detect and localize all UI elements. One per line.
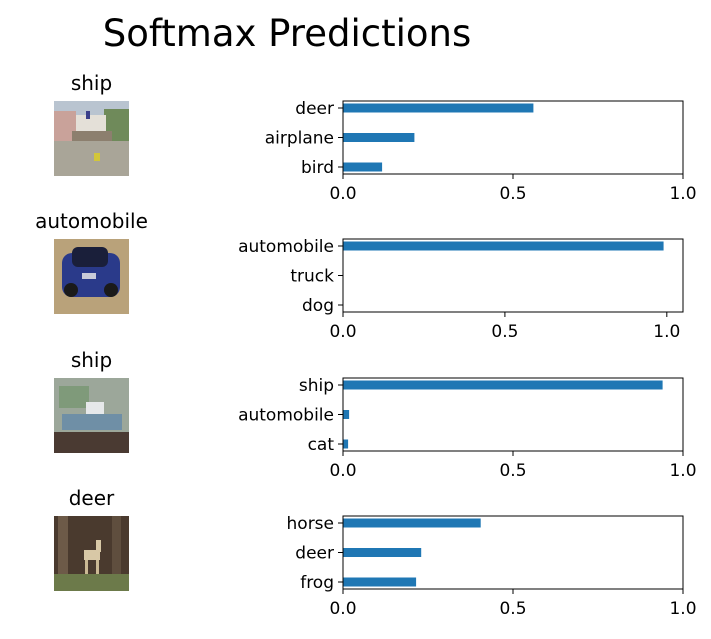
thumb-ground [54,141,129,176]
bar [343,439,349,449]
prediction-row: ship ship automobile cat 0.0 0.5 1.0 [54,348,697,481]
bar [343,133,415,142]
y-tick-label: automobile [238,406,334,426]
image-label: deer [69,486,115,510]
image-thumbnail [54,239,129,314]
y-tick-label: dog [302,296,334,316]
y-tick-label: cat [308,435,335,455]
bar [343,103,534,113]
bar [343,410,350,419]
x-tick-label: 0.0 [329,599,356,619]
thumb-foliage [59,386,89,408]
figure-title: Softmax Predictions [103,12,471,55]
image-label: ship [71,71,112,95]
y-tick-label: horse [287,514,334,534]
x-tick-label: 0.5 [499,184,526,204]
thumb-deer-leg [85,560,88,574]
thumb-water [54,432,129,453]
image-thumbnail [54,516,129,591]
bar [343,241,664,251]
thumb-wheel [64,283,78,297]
y-tick-label: automobile [238,237,334,257]
axes-frame [342,238,684,313]
thumb-trunk [58,516,68,591]
thumb-deer-leg [96,560,99,574]
x-tick-label: 0.5 [491,322,518,342]
x-tick-label: 0.0 [329,322,356,342]
thumb-cabin [86,402,104,414]
bar [343,548,422,557]
y-tick-label: deer [295,544,334,564]
thumb-wheel [104,283,118,297]
image-thumbnail [54,101,129,176]
y-tick-label: ship [299,376,334,396]
y-tick-label: bird [301,158,334,178]
image-thumbnail [54,378,129,453]
thumb-deck [72,131,112,141]
thumb-grille [82,273,96,279]
thumb-hull [62,414,122,430]
bar [343,162,383,172]
prediction-row: deer horse deer frog 0.0 0.5 1.0 [54,486,697,619]
thumb-grass [54,574,129,591]
x-tick-label: 0.5 [499,461,526,481]
thumb-car-roof [72,247,108,267]
x-tick-label: 1.0 [669,461,696,481]
prediction-row: automobile automobile truck dog 0.0 0.5 1.0 [35,209,684,342]
thumb-deer-body [84,550,100,560]
y-tick-label: deer [295,99,334,119]
y-tick-label: truck [290,267,334,287]
image-label: ship [71,348,112,372]
image-label: automobile [35,209,148,233]
x-tick-label: 1.0 [653,322,680,342]
bar [343,518,481,528]
thumb-hull [76,115,106,131]
thumb-deer-neck [96,540,101,552]
thumb-building [54,111,76,141]
x-tick-label: 0.0 [329,184,356,204]
thumb-trunk [112,516,121,591]
bar [343,577,417,587]
thumb-flag [86,111,90,119]
x-tick-label: 0.5 [499,599,526,619]
x-tick-label: 1.0 [669,599,696,619]
y-tick-label: airplane [265,129,334,149]
x-tick-label: 0.0 [329,461,356,481]
x-tick-label: 1.0 [669,184,696,204]
prediction-row: ship deer airplane bird 0.0 0.5 1.0 [54,71,697,204]
y-tick-label: frog [300,573,334,593]
thumb-marker [94,153,100,161]
bar [343,380,663,390]
